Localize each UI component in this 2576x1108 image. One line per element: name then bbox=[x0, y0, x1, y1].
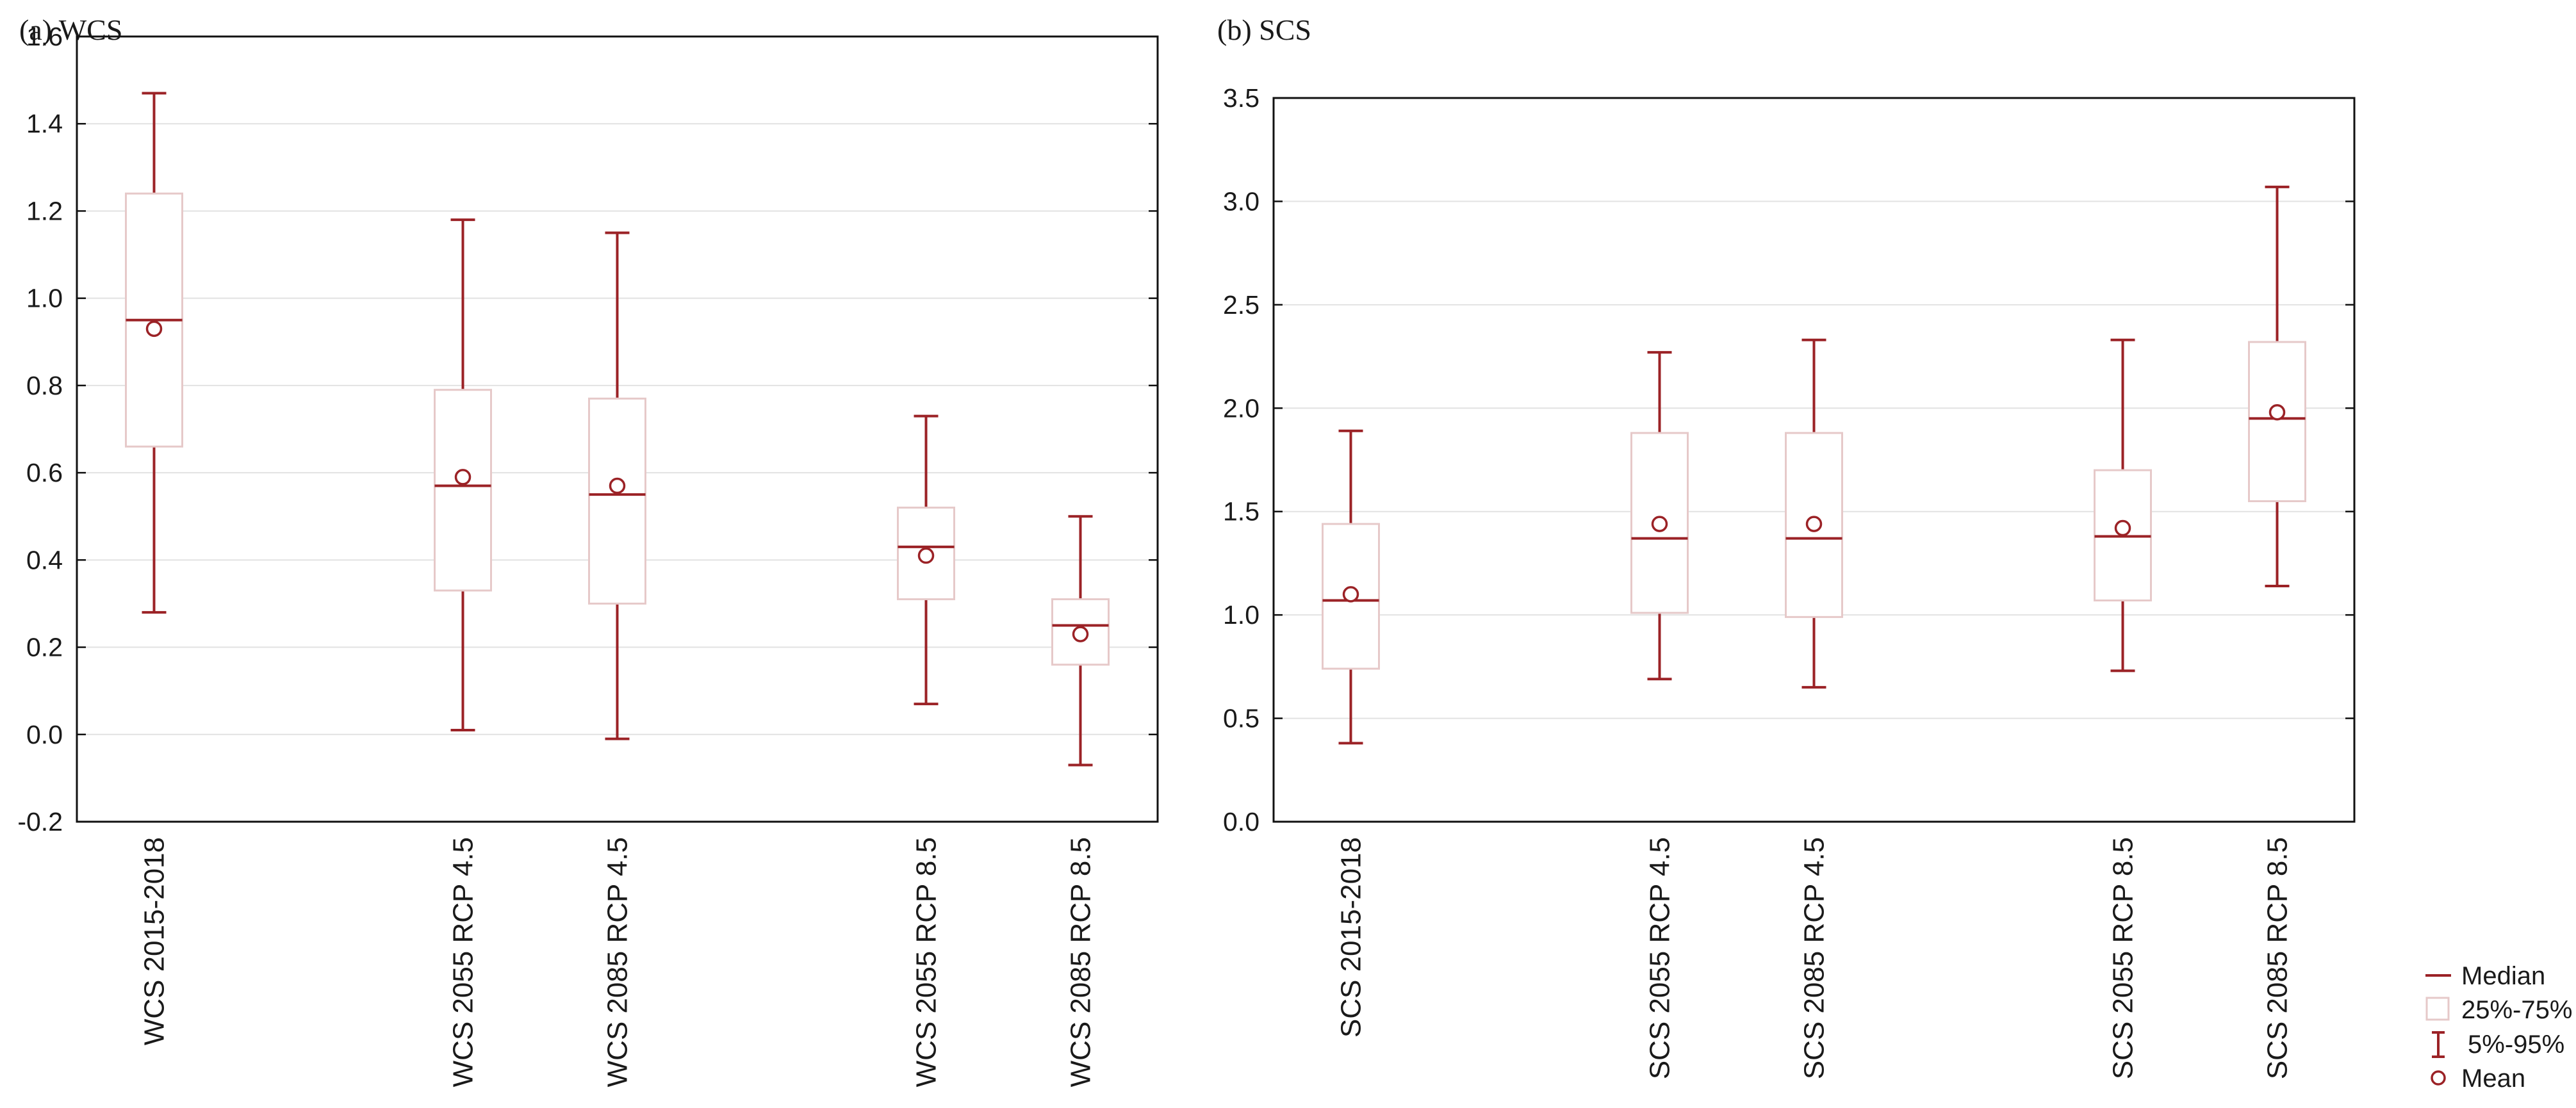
wcs-mean-marker bbox=[917, 547, 935, 564]
scs-mean-marker bbox=[2268, 403, 2286, 421]
scs-mean-marker bbox=[2114, 519, 2131, 537]
scs-category-label: SCS 2085 RCP 8.5 bbox=[2262, 837, 2293, 1079]
scs-category-label: SCS 2015-2018 bbox=[1336, 837, 1367, 1038]
scs-mean-marker bbox=[1805, 516, 1823, 532]
wcs-mean-marker bbox=[145, 320, 163, 338]
wcs-box-group bbox=[897, 414, 955, 706]
legend-box-swatch bbox=[2425, 997, 2450, 1021]
wcs-ytick-label: 0.0 bbox=[26, 720, 63, 749]
wcs-mean-marker bbox=[454, 469, 472, 485]
wcs-ytick-label: 1.0 bbox=[26, 284, 63, 313]
scs-ytick-label: 2.0 bbox=[1223, 393, 1259, 423]
scs-ytick-label: 1.5 bbox=[1223, 497, 1259, 526]
scs-mean-marker bbox=[1651, 516, 1668, 532]
wcs-category-label: WCS 2015-2018 bbox=[139, 837, 170, 1045]
legend: Median 25%-75% 5%-95% Mean bbox=[2425, 962, 2572, 1093]
scs-panel-title: (b) SCS bbox=[1217, 13, 1311, 46]
panel-wcs: (a) WCS -0.2 0.0 0.2 0.4 0.6 0.8 1.0 1.2 1.4 1.6 WC… bbox=[17, 13, 1159, 1087]
wcs-iqr-box bbox=[588, 397, 646, 605]
legend-mean-label: Mean bbox=[2461, 1064, 2525, 1093]
wcs-ytick-label: 1.4 bbox=[26, 109, 63, 138]
scs-box-group bbox=[1785, 338, 1843, 689]
legend-box-label: 25%-75% bbox=[2461, 996, 2572, 1024]
scs-ytick-label: 1.0 bbox=[1223, 600, 1259, 630]
wcs-category-label: WCS 2085 RCP 4.5 bbox=[602, 837, 634, 1087]
scs-box-group bbox=[1322, 429, 1380, 745]
wcs-ytick-label: -0.2 bbox=[17, 807, 63, 836]
wcs-category-label: WCS 2055 RCP 4.5 bbox=[448, 837, 479, 1087]
wcs-box-group bbox=[588, 231, 646, 740]
scs-iqr-box bbox=[2248, 341, 2306, 503]
scs-category-label: SCS 2055 RCP 4.5 bbox=[1645, 837, 1676, 1079]
wcs-category-label: WCS 2085 RCP 8.5 bbox=[1065, 837, 1097, 1087]
panel-scs: (b) SCS 0.0 0.5 1.0 1.5 2.0 2.5 3.0 3.5 SCS 2015-… bbox=[1217, 13, 2356, 1079]
wcs-plot-frame bbox=[76, 35, 1159, 823]
scs-ytick-label: 2.5 bbox=[1223, 290, 1259, 320]
scs-box-group bbox=[2248, 185, 2306, 587]
wcs-ytick-label: 0.4 bbox=[26, 545, 63, 574]
wcs-ytick-label: 1.2 bbox=[26, 196, 63, 225]
scs-box-group bbox=[2094, 338, 2152, 672]
wcs-category-label: WCS 2055 RCP 8.5 bbox=[911, 837, 942, 1087]
wcs-box-group bbox=[1051, 515, 1110, 767]
scs-ytick-label: 0.5 bbox=[1223, 704, 1259, 733]
wcs-mean-marker bbox=[1072, 626, 1089, 642]
scs-box-group bbox=[1630, 351, 1689, 681]
wcs-ytick-label: 1.6 bbox=[26, 22, 63, 51]
wcs-ytick-label: 0.8 bbox=[26, 371, 63, 400]
wcs-ytick-label: 0.6 bbox=[26, 458, 63, 487]
scs-plot-frame bbox=[1272, 97, 2356, 823]
scs-ytick-label: 3.5 bbox=[1223, 83, 1259, 113]
wcs-ytick-label: 0.2 bbox=[26, 633, 63, 662]
scs-category-label: SCS 2085 RCP 4.5 bbox=[1799, 837, 1830, 1079]
scs-ytick-label: 3.0 bbox=[1223, 186, 1259, 216]
wcs-mean-marker bbox=[609, 477, 626, 494]
legend-whisker-swatch bbox=[2432, 1031, 2445, 1058]
legend-whisker-label: 5%-95% bbox=[2468, 1031, 2564, 1059]
legend-median-label: Median bbox=[2461, 962, 2545, 990]
scs-ytick-label: 0.0 bbox=[1223, 807, 1259, 836]
wcs-panel-title: (a) WCS bbox=[19, 13, 122, 46]
wcs-iqr-box bbox=[434, 389, 492, 592]
wcs-box-group bbox=[434, 218, 492, 731]
wcs-box-group bbox=[125, 92, 183, 614]
legend-mean-swatch bbox=[2431, 1070, 2446, 1086]
scs-category-label: SCS 2055 RCP 8.5 bbox=[2108, 837, 2139, 1079]
scs-mean-marker bbox=[1342, 586, 1359, 603]
